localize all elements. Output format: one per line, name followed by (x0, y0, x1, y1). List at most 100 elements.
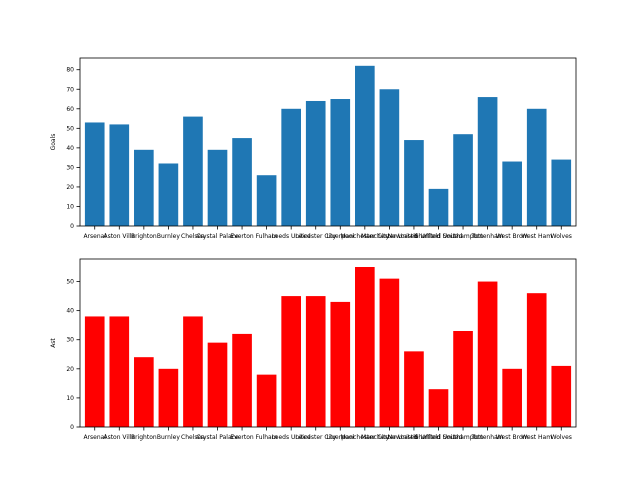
goals-x-tick-label: Crystal Palace (196, 233, 239, 240)
goals-bar (379, 89, 400, 226)
assists-bar (502, 368, 522, 427)
goals-bar (305, 100, 326, 226)
assists-y-tick-label: 50 (66, 279, 74, 286)
goals-x-tick-label: Leeds United (272, 233, 311, 240)
assists-bar (428, 389, 449, 427)
assists-x-tick-label: Leeds United (272, 434, 311, 441)
assists-y-axis-label: Ast (50, 338, 57, 348)
assists-bar (256, 374, 277, 427)
goals-y-tick-label: 80 (66, 67, 74, 74)
goals-axes-frame (79, 57, 577, 227)
goals-bar (84, 122, 105, 226)
assists-x-tick-label: Crystal Palace (196, 434, 239, 441)
goals-bar (158, 163, 179, 226)
assists-bar (84, 316, 105, 427)
assists-y-tick-label: 0 (70, 424, 74, 431)
goals-bar (183, 116, 203, 226)
goals-y-tick-label: 0 (70, 223, 74, 230)
assists-bar (134, 357, 154, 427)
goals-x-tick-label: Tottenham (471, 233, 504, 240)
assists-x-tick-label: Fulham (256, 434, 278, 441)
assists-x-tick-label: Wolves (551, 434, 572, 441)
goals-bar (134, 149, 154, 226)
goals-x-tick-label: Everton (230, 233, 254, 240)
assists-x-tick-label: Everton (230, 434, 254, 441)
goals-x-tick-label: West Ham (521, 233, 552, 240)
assists-x-tick-label: Brighton (131, 434, 157, 441)
assists-y-tick-label: 10 (66, 395, 74, 402)
assists-y-tick-label: 30 (66, 337, 74, 344)
goals-y-tick-label: 60 (66, 106, 74, 113)
goals-x-tick-label: Southampton (443, 233, 484, 240)
goals-bar (207, 149, 228, 226)
goals-x-tick-label: Wolves (551, 233, 572, 240)
assists-bar (330, 301, 351, 427)
goals-y-tick-label: 30 (66, 164, 74, 171)
assists-x-tick-label: West Ham (521, 434, 552, 441)
goals-bar (453, 134, 473, 226)
assists-x-tick-label: Arsenal (83, 434, 106, 441)
assists-bar (379, 278, 400, 427)
goals-bar (477, 97, 498, 226)
goals-bar (256, 175, 277, 226)
assists-bar (207, 342, 228, 427)
assists-y-tick-label: 40 (66, 308, 74, 315)
goals-bar (355, 65, 375, 226)
goals-x-tick-label: Brighton (131, 233, 157, 240)
goals-x-tick-label: Sheffield United (415, 233, 463, 240)
goals-x-tick-label: Burnley (157, 233, 180, 240)
assists-x-tick-label: West Brom (496, 434, 529, 441)
goals-bar (526, 108, 547, 226)
goals-y-tick-label: 40 (66, 145, 74, 152)
goals-x-tick-label: Liverpool (327, 233, 355, 240)
assists-x-tick-label: Tottenham (471, 434, 504, 441)
assists-x-tick-label: Leicester City (295, 434, 336, 441)
assists-bar (477, 281, 498, 427)
assists-y-tick-label: 20 (66, 366, 74, 373)
goals-y-tick-label: 10 (66, 203, 74, 210)
goals-x-tick-label: Manchester United (361, 233, 418, 240)
goals-y-tick-label: 70 (66, 86, 74, 93)
goals-x-tick-label: Leicester City (295, 233, 336, 240)
goals-bar (281, 108, 301, 226)
assists-x-tick-label: Newcastle United (388, 434, 441, 441)
goals-x-tick-label: Arsenal (83, 233, 106, 240)
assists-bar (305, 296, 326, 427)
assists-x-tick-label: Chelsea (181, 434, 205, 441)
goals-x-tick-label: Aston Villa (103, 233, 135, 240)
goals-x-tick-label: Manchester City (340, 233, 389, 240)
goals-y-tick-label: 50 (66, 125, 74, 132)
goals-x-tick-label: Fulham (256, 233, 278, 240)
goals-x-tick-label: Chelsea (181, 233, 205, 240)
assists-bar (183, 316, 203, 427)
goals-bar (232, 138, 252, 226)
assists-bar (526, 293, 547, 427)
goals-y-axis-label: Goals (50, 134, 57, 151)
goals-bar (428, 188, 449, 226)
assists-bar (158, 368, 179, 427)
assists-x-tick-label: Liverpool (327, 434, 355, 441)
goals-bar (404, 140, 424, 226)
assists-bar (404, 351, 424, 427)
assists-bar (551, 365, 572, 427)
assists-x-tick-label: Southampton (443, 434, 484, 441)
assists-bar (109, 316, 130, 427)
goals-bar (109, 124, 130, 226)
goals-x-tick-label: West Brom (496, 233, 529, 240)
assists-x-tick-label: Aston Villa (103, 434, 135, 441)
assists-bar (355, 267, 375, 427)
assists-x-tick-label: Manchester United (361, 434, 418, 441)
assists-x-tick-label: Manchester City (340, 434, 389, 441)
assists-bar (453, 331, 473, 427)
goals-x-tick-label: Newcastle United (388, 233, 441, 240)
goals-y-tick-label: 20 (66, 184, 74, 191)
assists-axes-frame (79, 258, 577, 428)
assists-bar (281, 296, 301, 427)
goals-bar (551, 159, 572, 226)
assists-x-tick-label: Sheffield United (415, 434, 463, 441)
goals-bar (502, 161, 522, 226)
assists-x-tick-label: Burnley (157, 434, 180, 441)
